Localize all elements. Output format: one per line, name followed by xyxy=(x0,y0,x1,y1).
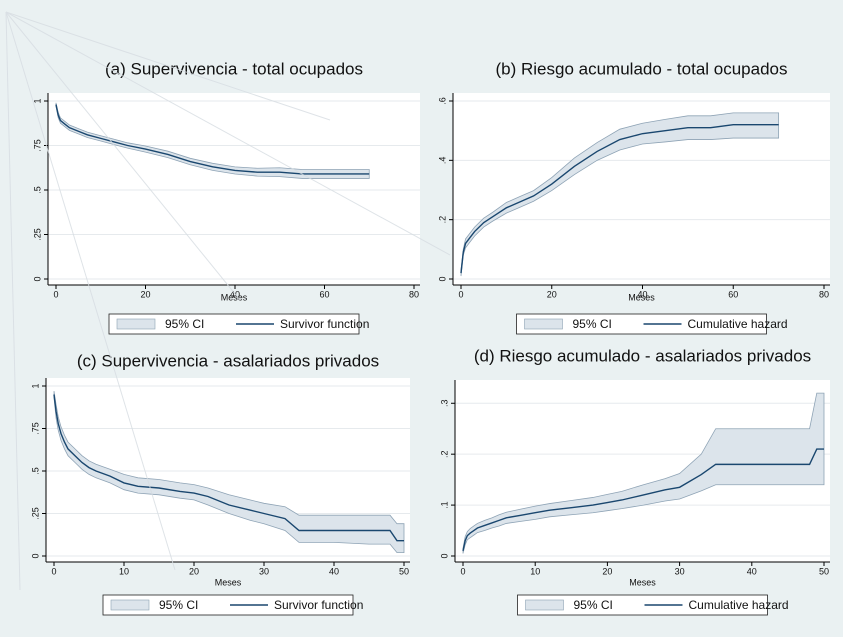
y-tick-label: .75 xyxy=(32,139,42,152)
series-line xyxy=(53,394,404,542)
legend-label: 95% CI xyxy=(574,598,613,612)
y-tick-label: .3 xyxy=(439,400,449,408)
legend-swatch xyxy=(525,599,564,611)
x-tick-label: 20 xyxy=(140,289,150,299)
y-tick-label: 1 xyxy=(32,98,42,103)
x-tick-label: 10 xyxy=(119,566,129,576)
y-tick-label: 1 xyxy=(30,383,40,388)
y-tick-label: .2 xyxy=(437,216,447,224)
x-tick-label: 0 xyxy=(460,566,465,576)
overlay-lines xyxy=(5,11,451,591)
x-tick-label: 20 xyxy=(189,566,199,576)
x-tick-label: 0 xyxy=(53,289,58,299)
x-tick-label: 30 xyxy=(675,566,685,576)
chart-title: (a) Supervivencia - total ocupados xyxy=(105,59,363,78)
series-line xyxy=(55,104,370,175)
y-tick-label: .4 xyxy=(437,157,447,165)
y-tick-label: .6 xyxy=(437,97,447,105)
series-line xyxy=(462,448,824,552)
x-tick-label: 0 xyxy=(51,566,56,576)
legend-label: Survivor function xyxy=(274,598,363,612)
x-tick-label: 10 xyxy=(530,566,540,576)
overlay-line xyxy=(5,11,21,591)
panels: (a) Supervivencia - total ocupados 0 .25 .5… xyxy=(30,59,830,616)
legend-label: Cumulative hazard xyxy=(689,598,789,612)
legend-swatch xyxy=(116,318,156,330)
x-tick-label: 60 xyxy=(319,289,329,299)
x-axis-label: Meses xyxy=(629,577,656,587)
panel: (a) Supervivencia - total ocupados 0 .25 .5… xyxy=(32,59,420,335)
plot-area xyxy=(48,93,420,285)
x-tick-label: 30 xyxy=(259,566,269,576)
overlay-line xyxy=(5,11,241,301)
legend-box xyxy=(102,594,354,616)
legend-label: Cumulative hazard xyxy=(688,317,788,331)
overlay-line xyxy=(5,11,331,121)
x-tick-label: 20 xyxy=(547,289,557,299)
y-tick-label: .1 xyxy=(439,501,449,509)
legend-box xyxy=(108,313,360,335)
ci-band xyxy=(462,392,825,554)
x-tick-label: 20 xyxy=(602,566,612,576)
x-tick-label: 40 xyxy=(747,566,757,576)
legend-swatch xyxy=(524,318,563,330)
x-tick-label: 60 xyxy=(728,289,738,299)
y-tick-label: .5 xyxy=(32,186,42,194)
x-tick-label: 0 xyxy=(458,289,463,299)
x-axis-label: Meses xyxy=(221,292,248,302)
y-tick-label: .2 xyxy=(439,450,449,458)
x-tick-label: 40 xyxy=(637,289,647,299)
y-tick-label: .5 xyxy=(30,467,40,475)
legend-swatch xyxy=(110,599,150,611)
ci-band xyxy=(460,112,780,277)
chart-title: (d) Riesgo acumulado - asalariados priva… xyxy=(474,346,811,365)
x-axis-label: Meses xyxy=(215,577,242,587)
legend-label: Survivor function xyxy=(280,317,369,331)
y-tick-label: 0 xyxy=(32,276,42,281)
legend-label: 95% CI xyxy=(159,598,198,612)
x-tick-label: 40 xyxy=(329,566,339,576)
legend-box xyxy=(517,594,768,616)
x-tick-label: 80 xyxy=(409,289,419,299)
chart-title: (b) Riesgo acumulado - total ocupados xyxy=(496,59,788,78)
panel: (b) Riesgo acumulado - total ocupados 0 .2… xyxy=(437,59,830,335)
series-line xyxy=(460,124,779,274)
x-axis-label: Meses xyxy=(628,292,655,302)
legend-label: 95% CI xyxy=(573,317,612,331)
y-tick-label: 0 xyxy=(30,553,40,558)
chart-title: (c) Supervivencia - asalariados privados xyxy=(77,351,379,370)
x-tick-label: 50 xyxy=(399,566,409,576)
ci-band xyxy=(55,102,370,179)
panel: (d) Riesgo acumulado - asalariados priva… xyxy=(439,346,830,616)
overlay-line xyxy=(5,11,451,256)
x-tick-label: 80 xyxy=(819,289,829,299)
ci-band xyxy=(53,391,405,553)
y-tick-label: 0 xyxy=(437,276,447,281)
y-tick-label: .75 xyxy=(30,422,40,435)
y-tick-label: .25 xyxy=(30,507,40,520)
y-tick-label: .25 xyxy=(32,228,42,241)
x-tick-label: 50 xyxy=(819,566,829,576)
y-tick-label: 0 xyxy=(439,553,449,558)
legend-label: 95% CI xyxy=(165,317,204,331)
panel: (c) Supervivencia - asalariados privados… xyxy=(30,351,410,616)
overlay-line xyxy=(5,11,176,571)
legend-box xyxy=(516,313,767,335)
